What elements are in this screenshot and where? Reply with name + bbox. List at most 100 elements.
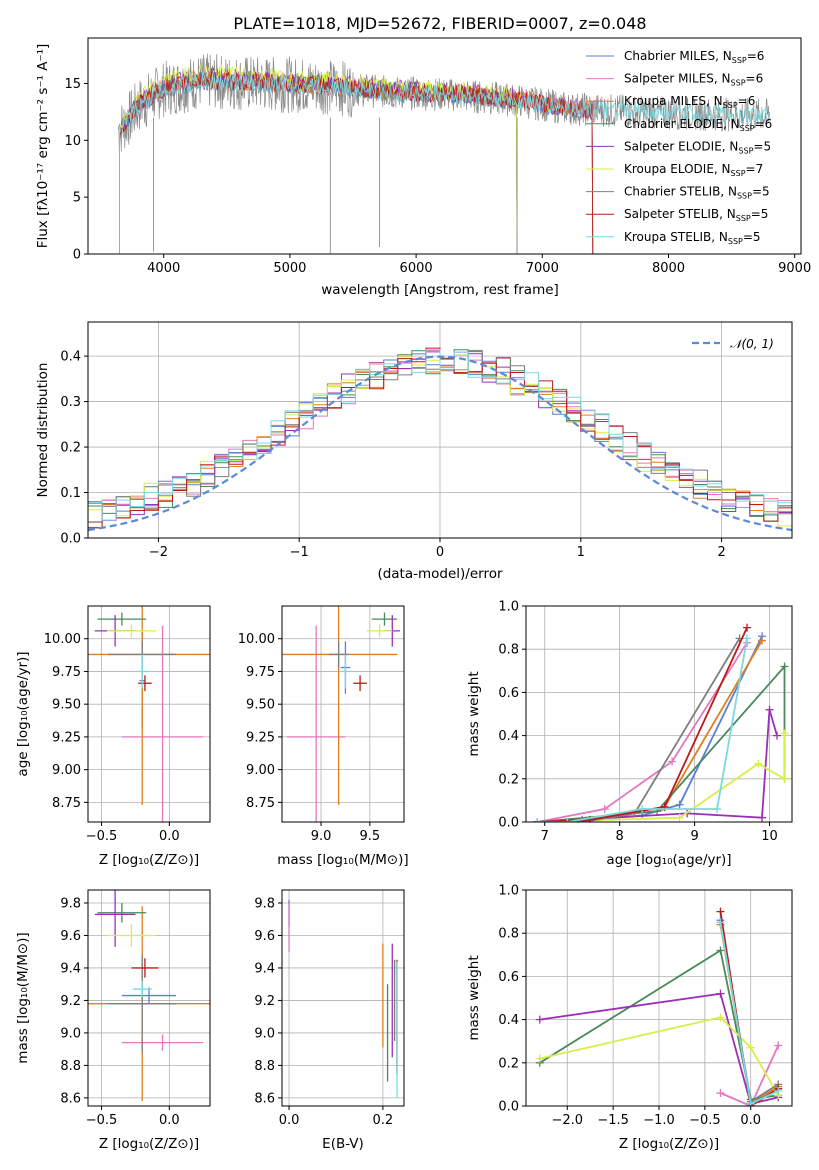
legend-count: =6	[755, 117, 773, 131]
normal-reference-curve	[88, 355, 792, 532]
age-vs-mass-ytick-label: 10.00	[238, 632, 275, 647]
residuals-ytick-label: 0.2	[60, 441, 81, 456]
mass-weight-vs-z-series-line-8	[719, 922, 779, 1106]
mass-weight-vs-age-point-marker-1	[600, 805, 609, 814]
residuals-frame	[87, 321, 793, 539]
mass-weight-vs-z-ytick-label: 0.8	[498, 927, 519, 942]
mass-weight-vs-z-ytick-label: 0.6	[498, 970, 519, 985]
mass-vs-z-ytick-label: 9.2	[60, 994, 81, 1009]
mass-vs-z-ytick-label: 9.6	[60, 929, 81, 944]
mass-weight-vs-age-plot	[533, 623, 789, 822]
age-vs-z-xtick-label: −0.5	[86, 829, 118, 844]
mass-weight-vs-age-ytick-label: 0.4	[498, 729, 519, 744]
age-vs-mass-ytick-label: 9.75	[246, 665, 275, 680]
spectrum-legend: Chabrier MILES, NSSP=6 Salpeter MILES, NS…	[586, 49, 772, 246]
mass-vs-z-plot	[88, 890, 210, 1102]
mass-weight-vs-z-xtick-label: −1.0	[643, 1113, 675, 1128]
mass-weight-vs-age-point-marker-5	[780, 774, 789, 783]
residuals-xtick-label: 2	[717, 545, 725, 560]
mass-vs-z-xtick-label: 0.0	[159, 1113, 180, 1128]
legend-count: =6	[738, 94, 756, 108]
age-vs-mass-ytick-label: 8.75	[246, 796, 275, 811]
legend-count: =5	[743, 230, 761, 244]
age-vs-z-xlabel: Z [log₁₀(Z/Z⊙)]	[99, 852, 199, 868]
mass-weight-vs-age-point-marker-5	[780, 729, 789, 738]
mass-weight-vs-z-series-line-4	[539, 992, 779, 1105]
mass-weight-vs-age-point-marker-8	[533, 818, 542, 822]
legend-label-8: Kroupa STELIB, NSSP=5	[624, 230, 761, 246]
legend-label-0: Chabrier MILES, NSSP=6	[624, 49, 764, 65]
mass-weight-vs-z-ytick-label: 0.4	[498, 1013, 519, 1028]
mass-weight-vs-age-point-marker-8	[638, 805, 647, 814]
age-vs-z-ylabel: age [log₁₀(age/yr)]	[15, 651, 31, 776]
age-vs-z-ytick-label: 9.25	[52, 730, 81, 745]
mass-weight-vs-age-series-line-4	[537, 709, 778, 822]
age-vs-mass-ytick-label: 9.00	[246, 763, 275, 778]
mass-weight-vs-age-ytick-label: 0.8	[498, 643, 519, 658]
spectrum-plot	[117, 53, 770, 254]
spectrum-ytick-label: 0	[73, 248, 81, 263]
residuals-ytick-label: 0.3	[60, 395, 81, 410]
mass-weight-vs-z-series-line-1	[720, 1045, 780, 1106]
age-vs-z-ytick-label: 9.00	[52, 763, 81, 778]
mass-weight-vs-z-point-marker-1	[774, 1041, 783, 1050]
age-vs-mass-ytick-label: 9.25	[246, 730, 275, 745]
legend-label-7: Salpeter STELIB, NSSP=5	[624, 207, 768, 223]
mass-weight-vs-z-point-marker-1	[716, 1089, 725, 1098]
legend-count: =5	[751, 207, 769, 221]
mass-vs-ebv-ytick-label: 9.6	[254, 929, 275, 944]
mass-vs-ebv-ytick-label: 9.2	[254, 994, 275, 1009]
mass-weight-vs-age-point-marker-2	[758, 636, 767, 645]
legend-label-3: Chabrier ELODIE, NSSP=6	[624, 117, 772, 133]
mass-weight-vs-age-point-marker-5	[754, 759, 763, 768]
mass-vs-z-ylabel: mass [log₁₀(M/M⊙)]	[15, 932, 31, 1063]
mass-weight-vs-z-panel: Z [log₁₀(Z/Z⊙)] mass weight −2.0 −1.5 −1.0…	[466, 884, 793, 1152]
mass-vs-z-xtick-label: −0.5	[86, 1113, 118, 1128]
mass-weight-vs-age-xtick-label: 10	[761, 829, 778, 844]
legend-label-6: Chabrier STELIB, NSSP=5	[624, 185, 770, 201]
spectrum-xtick-label: 4000	[147, 261, 180, 276]
age-vs-z-ytick-label: 10.00	[44, 632, 81, 647]
residual-histogram-8	[88, 349, 792, 521]
mass-vs-ebv-plot	[288, 899, 398, 1098]
age-vs-z-ytick-label: 9.50	[52, 698, 81, 713]
age-vs-mass-xtick-label: 9.5	[359, 829, 380, 844]
mass-vs-ebv-xlabel: E(B-V)	[322, 1136, 364, 1152]
mass-weight-vs-z-xtick-label: −1.5	[597, 1113, 629, 1128]
age-vs-mass-panel: mass [log₁₀(M/M⊙)] 9.0 9.5 8.75 9.00 9.25 9.5…	[238, 605, 409, 868]
mass-weight-vs-age-xtick-label: 8	[616, 829, 624, 844]
mass-vs-z-ytick-label: 9.4	[60, 961, 81, 976]
spectrum-ylabel: Flux [fλ10⁻¹⁷ erg cm⁻² s⁻¹ A⁻¹]	[35, 44, 51, 249]
mass-weight-vs-z-ytick-label: 1.0	[498, 884, 519, 899]
mass-weight-vs-z-point-marker-8	[774, 1086, 783, 1095]
residuals-xlabel: (data-model)/error	[377, 566, 503, 582]
mass-weight-vs-age-panel: age [log₁₀(age/yr)] mass weight 7 8 9 10 0.0…	[466, 600, 793, 868]
mass-weight-vs-age-ylabel: mass weight	[466, 671, 482, 756]
spectrum-xtick-label: 6000	[400, 261, 433, 276]
legend-label-4: Salpeter ELODIE, NSSP=5	[624, 139, 771, 155]
age-vs-mass-plot	[282, 606, 401, 822]
age-vs-mass-xlabel: mass [log₁₀(M/M⊙)]	[277, 852, 408, 868]
mass-vs-z-frame	[87, 889, 211, 1107]
spectrum-ytick-label: 15	[64, 77, 81, 92]
mass-weight-vs-z-xtick-label: 0.0	[740, 1113, 761, 1128]
mass-weight-vs-age-ytick-label: 1.0	[498, 600, 519, 615]
mass-weight-vs-age-point-marker-7	[743, 623, 752, 632]
residuals-xtick-label: −1	[290, 545, 309, 560]
mass-weight-vs-z-point-marker-4	[535, 1015, 544, 1024]
model-spectrum-line-8	[119, 72, 770, 254]
residuals-ytick-label: 0.4	[60, 350, 81, 365]
mass-weight-vs-age-point-marker-8	[713, 805, 722, 814]
mass-weight-vs-z-ylabel: mass weight	[466, 955, 482, 1040]
mass-weight-vs-age-point-marker-8	[563, 818, 572, 822]
mass-vs-ebv-ytick-label: 8.8	[254, 1059, 275, 1074]
mass-weight-vs-age-xtick-label: 7	[541, 829, 549, 844]
legend-label-5: Kroupa ELODIE, NSSP=7	[624, 162, 763, 178]
mass-weight-vs-z-ytick-label: 0.0	[498, 1100, 519, 1115]
mass-weight-vs-z-series-line-0	[719, 920, 779, 1106]
spectrum-ytick-label: 5	[73, 191, 81, 206]
residuals-plot	[88, 347, 792, 532]
legend-subscript: SSP	[731, 79, 746, 88]
spectrum-panel: PLATE=1018, MJD=52672, FIBERID=0007, z=0…	[35, 14, 811, 298]
residuals-ytick-label: 0.0	[60, 532, 81, 547]
